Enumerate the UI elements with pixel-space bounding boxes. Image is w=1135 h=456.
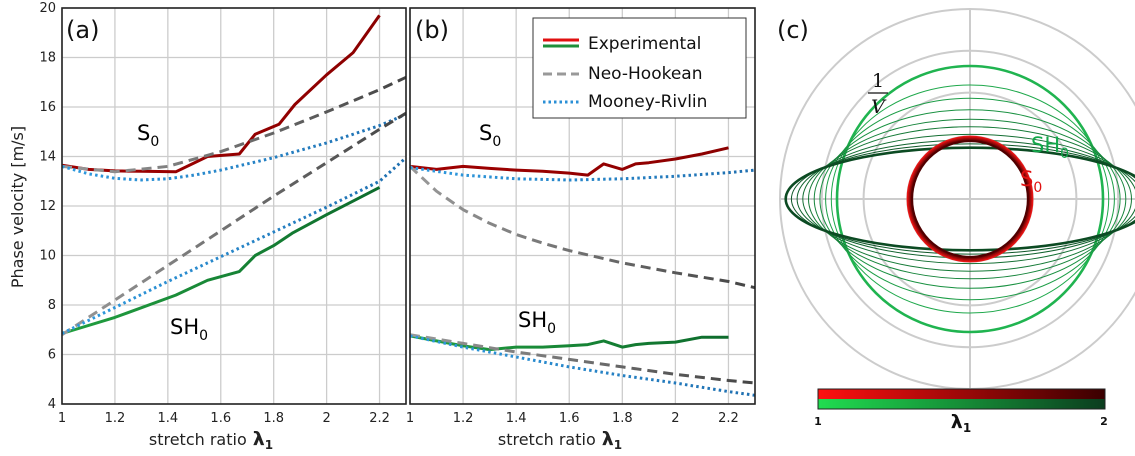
x-tick-label: 2.2 (369, 411, 390, 426)
y-tick-label: 18 (39, 51, 56, 66)
series-experimental-s0 (409, 146, 729, 177)
y-tick-label: 12 (39, 199, 56, 214)
legend-mooney-rivlin: Mooney-Rivlin (588, 92, 707, 112)
s0-slowness-curve (907, 136, 1033, 262)
series-neo-hookean-s0 (408, 165, 756, 290)
y-tick-label: 14 (39, 150, 56, 165)
panel-c-polar-plot (779, 8, 1135, 390)
x-tick-label: 1.4 (506, 411, 527, 426)
y-tick-label: 4 (48, 397, 56, 412)
series-mooney-rivlin-sh0 (409, 334, 756, 397)
series-mooney-rivlin-sh0 (61, 156, 407, 335)
axes-frame (409, 7, 756, 405)
x-tick-label: 2 (671, 411, 679, 426)
y-tick-label: 8 (48, 298, 56, 313)
colorbar-min: 1 (814, 415, 822, 428)
panel-b-label: (b) (415, 16, 449, 44)
y-tick-label: 20 (39, 1, 56, 16)
x-tick-label: 1.8 (263, 411, 284, 426)
x-tick-label: 1.2 (105, 411, 126, 426)
sh0-slowness-curve (790, 143, 1135, 255)
y-axis-label: Phase velocity [m/s] (8, 126, 27, 288)
s0-label-b: S0 (479, 121, 501, 150)
sh0-slowness-curve (835, 64, 1105, 334)
series-experimental-sh0 (409, 334, 729, 352)
colorbar-frame (817, 388, 1106, 410)
panel-a-plot: 1 1.2 1.4 1.6 1.8 2 2.2 4 6 8 10 12 14 16 18 20 (39, 1, 407, 426)
series-experimental-sh0 (61, 186, 381, 335)
y-tick-label: 16 (39, 100, 56, 115)
colorbar-green-band (818, 399, 1105, 409)
axes-frame (61, 7, 407, 405)
sh0-slowness-curve (825, 97, 1115, 301)
colorbar-red-band (818, 389, 1105, 399)
s0-label-a: S0 (137, 121, 159, 150)
x-axis-label-b: stretch ratio λ1 (498, 428, 622, 452)
x-tick-label: 1.6 (210, 411, 231, 426)
s0-label-c: S0 (1020, 167, 1042, 196)
legend-box (532, 17, 747, 119)
series-neo-hookean-sh0 (61, 111, 407, 336)
legend: Experimental Neo-Hookean Mooney-Rivlin (532, 17, 747, 119)
colorbar-max: 2 (1100, 415, 1108, 428)
x-axis-label-a: stretch ratio λ1 (149, 428, 273, 452)
radial-label-numerator: 1 (872, 70, 884, 92)
x-tick-label: 2 (322, 411, 330, 426)
panel-a-label: (a) (66, 16, 99, 44)
x-tick-label: 1.8 (612, 411, 633, 426)
sh0-label-a: SH0 (170, 315, 208, 344)
x-tick-label: 1.4 (158, 411, 179, 426)
sh0-slowness-curve (802, 133, 1135, 265)
legend-neo-hookean: Neo-Hookean (588, 64, 703, 84)
sh0-slowness-curve (808, 126, 1132, 272)
sh0-label-c: SH0 (1031, 133, 1069, 162)
y-tick-label: 6 (48, 348, 56, 363)
x-tick-label: 1 (58, 411, 66, 426)
s0-slowness-curve (910, 139, 1030, 259)
x-tick-label: 1.6 (559, 411, 580, 426)
series-neo-hookean-s0 (61, 75, 407, 174)
colorbar-label: λ1 (951, 411, 971, 435)
legend-experimental: Experimental (588, 34, 701, 54)
sh0-slowness-curve (784, 146, 1135, 252)
y-tick-label: 10 (39, 249, 56, 264)
sh0-slowness-curve (813, 118, 1127, 280)
x-tick-label: 2.2 (718, 411, 739, 426)
s0-slowness-curve (906, 135, 1034, 263)
s0-slowness-curve (908, 137, 1032, 261)
sh0-slowness-curve (830, 84, 1110, 314)
sh0-slowness-curve (819, 109, 1121, 289)
series-neo-hookean-sh0 (409, 333, 756, 385)
sh0-label-b: SH0 (518, 308, 556, 337)
x-tick-label: 1.2 (453, 411, 474, 426)
radial-label-denominator: V (871, 96, 887, 118)
x-tick-label: 1 (406, 411, 414, 426)
panel-c-label: (c) (777, 16, 809, 44)
colorbar: 1 2 λ1 (814, 388, 1108, 435)
